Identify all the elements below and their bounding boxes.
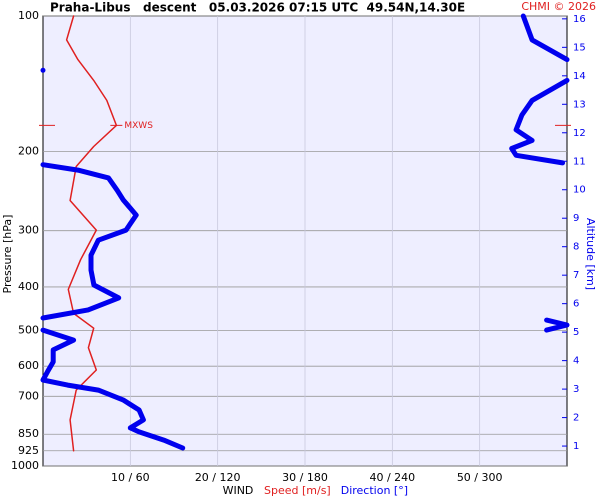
y2-tick-label: 10 [573,185,586,196]
y-tick-label: 500 [18,324,39,337]
y2-tick-label: 14 [573,71,586,82]
y2-tick-label: 13 [573,99,586,110]
y2-tick-label: 2 [573,413,579,424]
y-tick-label: 100 [18,9,39,22]
y-tick-label: 600 [18,359,39,372]
credit: CHMI © 2026 [521,0,596,13]
x-tick-label: 40 / 240 [369,471,415,484]
y2-tick-label: 12 [573,128,586,139]
y-axis-label: Pressure [hPa] [1,215,14,294]
x-tick-label: 50 / 300 [457,471,503,484]
y2-tick-label: 6 [573,299,579,310]
y2-tick-label: 8 [573,242,579,253]
legend-entry: Speed [m/s] [264,484,331,497]
y2-tick-label: 16 [573,14,586,25]
y2-tick-label: 5 [573,327,579,338]
y2-tick-label: 4 [573,356,579,367]
y2-tick-label: 7 [573,270,579,281]
y-tick-label: 850 [18,427,39,440]
annotation: MXWS [124,121,153,131]
x-tick-label: 10 / 60 [111,471,150,484]
y-tick-label: 1000 [11,459,39,472]
y-tick-label: 700 [18,389,39,402]
chart-title: Praha-Libus descent 05.03.2026 07:15 UTC… [50,1,465,15]
y-tick-label: 925 [18,444,39,457]
y2-tick-label: 11 [573,156,586,167]
direction-line [40,13,570,451]
y2-axis-label: Altitude [km] [584,218,597,290]
y2-tick-label: 1 [573,441,579,452]
x-tick-label: 30 / 180 [282,471,328,484]
y2-tick-label: 9 [573,213,579,224]
x-axis-label: WIND [223,484,254,497]
x-tick-label: 20 / 120 [195,471,241,484]
legend-entry: Direction [°] [341,484,408,497]
y-tick-label: 200 [18,144,39,157]
y2-tick-label: 15 [573,42,586,53]
y-tick-label: 300 [18,224,39,237]
y2-tick-label: 3 [573,384,579,395]
y-tick-label: 400 [18,280,39,293]
speed-line [65,15,118,452]
